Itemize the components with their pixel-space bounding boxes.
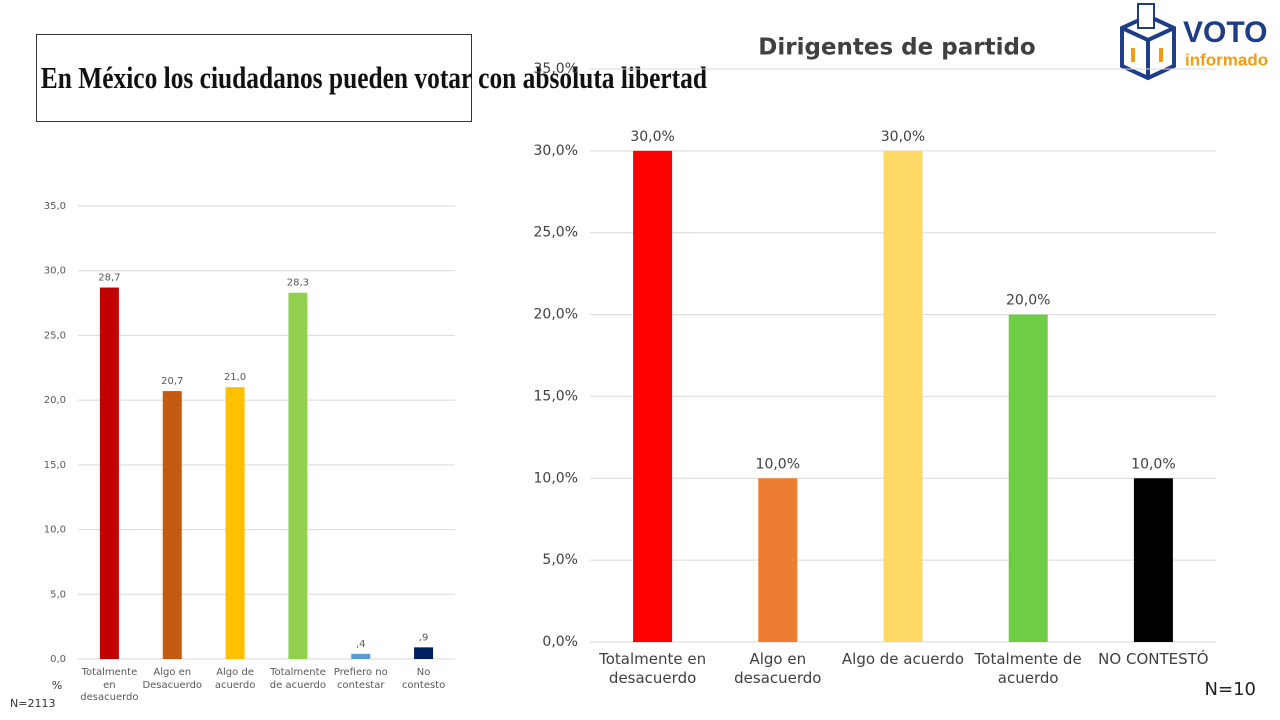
x-tick-label: Totalmente en desacuerdo	[80, 667, 139, 703]
x-tick-label: Algo en desacuerdo	[734, 650, 822, 687]
x-tick-label: Totalmente en desacuerdo	[599, 650, 707, 687]
value-label: ,4	[356, 639, 366, 650]
y-tick-label: 5,0%	[542, 552, 578, 568]
x-tick-label: Algo en Desacuerdo	[142, 667, 203, 691]
bar	[1133, 478, 1173, 642]
bar	[225, 387, 245, 659]
logo-text: VOTO	[1183, 16, 1267, 49]
value-label: 28,3	[287, 278, 309, 289]
x-tick-label: Totalmente de acuerdo	[974, 650, 1082, 687]
logo: VOTO informado	[1120, 3, 1268, 81]
y-tick-label: 20,0%	[534, 307, 578, 323]
logo-subtext: informado	[1185, 50, 1268, 69]
bar	[414, 647, 434, 659]
logo-ballot	[1137, 3, 1155, 29]
x-tick-label: NO CONTESTÓ	[1098, 650, 1209, 668]
y-tick-label: 30,0	[44, 266, 66, 277]
bar	[1008, 314, 1048, 642]
logo-icon	[1131, 48, 1135, 62]
bar	[633, 150, 673, 642]
y-tick-label: 25,0%	[534, 225, 578, 241]
x-tick-label: Totalmente de acuerdo	[269, 667, 326, 691]
y-tick-label: 10,0	[44, 525, 66, 536]
value-label: 28,7	[98, 273, 120, 284]
y-tick-label: 15,0%	[534, 388, 578, 404]
note: N=10	[1205, 679, 1256, 700]
bar	[351, 653, 371, 659]
y-tick-label: 10,0%	[534, 470, 578, 486]
bar	[162, 391, 182, 659]
bar	[288, 292, 308, 659]
y-tick-label: 0,0%	[542, 634, 578, 650]
x-tick-label: No contesto	[401, 667, 446, 691]
y-tick-label: 25,0	[44, 330, 66, 341]
y-tick-label: 5,0	[50, 589, 66, 600]
bar	[99, 287, 119, 659]
chart-title: Dirigentes de partido	[758, 35, 1035, 61]
value-label: 30,0%	[630, 129, 674, 145]
x-tick-label: Algo de acuerdo	[214, 667, 256, 691]
value-label: 20,0%	[1006, 293, 1050, 309]
y-tick-label: 30,0%	[534, 143, 578, 159]
value-label: 10,0%	[1131, 456, 1175, 472]
y-tick-label: 35,0	[44, 201, 66, 212]
note: N=2113	[10, 697, 55, 710]
y-tick-label: 20,0	[44, 395, 66, 406]
y-tick-label: 0,0	[50, 654, 66, 665]
x-tick-label: Algo de acuerdo	[841, 650, 965, 668]
logo-icon	[1159, 48, 1163, 62]
y-axis-label: %	[52, 679, 62, 692]
value-label: 30,0%	[881, 129, 925, 145]
value-label: 20,7	[161, 376, 183, 387]
value-label: 10,0%	[756, 456, 800, 472]
y-tick-label: 15,0	[44, 460, 66, 471]
value-label: ,9	[419, 632, 429, 643]
x-tick-label: Prefiero no contestar	[333, 667, 388, 691]
value-label: 21,0	[224, 372, 246, 383]
bar	[758, 478, 798, 642]
bar	[883, 150, 923, 642]
y-tick-label: 35,0%	[534, 61, 578, 77]
